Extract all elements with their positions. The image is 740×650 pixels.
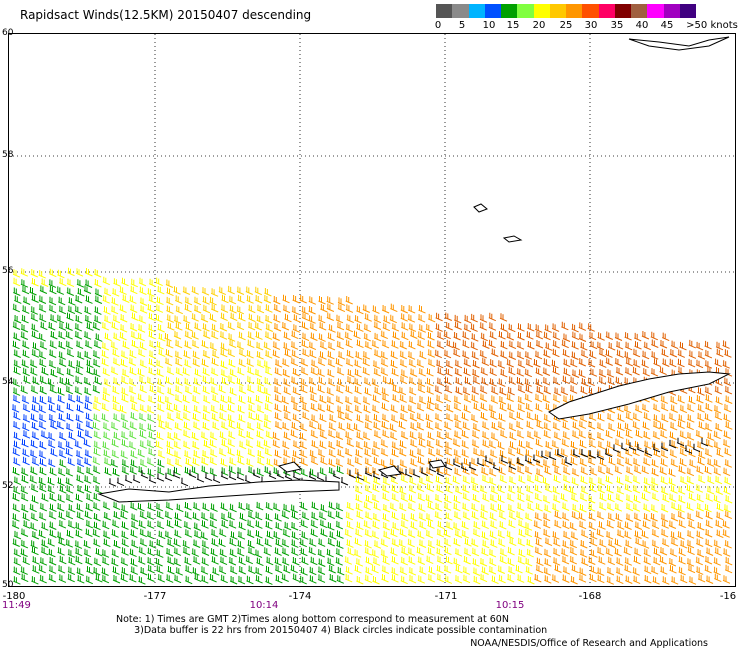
colorbar-label: 15 — [506, 20, 520, 31]
colorbar-swatch — [647, 4, 664, 18]
colorbar-label: 35 — [610, 20, 624, 31]
colorbar-swatch — [598, 4, 615, 18]
colorbar-swatch — [468, 4, 485, 18]
colorbar-swatch — [663, 4, 680, 18]
lon-label: -168 — [578, 591, 602, 602]
lat-label: 60 — [2, 28, 14, 38]
lat-label: 56 — [2, 266, 14, 276]
colorbar-swatch — [614, 4, 631, 18]
colorbar-label: 0 — [434, 20, 442, 31]
colorbar-swatch — [501, 4, 518, 18]
colorbar-swatch — [517, 4, 534, 18]
lat-label: 58 — [2, 150, 14, 160]
colorbar-label: 5 — [458, 20, 466, 31]
lon-label: -174 — [288, 591, 312, 602]
colorbar-label: 30 — [584, 20, 598, 31]
colorbar-label: >50 knots — [686, 20, 738, 31]
colorbar-swatch — [549, 4, 566, 18]
lon-label: -177 — [143, 591, 167, 602]
colorbar-swatch — [452, 4, 469, 18]
coastline — [97, 36, 731, 503]
credit-text: NOAA/NESDIS/Office of Research and Appli… — [470, 638, 708, 649]
colorbar-swatch — [566, 4, 583, 18]
wind-barbs — [11, 267, 733, 585]
time-label-start: 11:49 — [2, 600, 31, 611]
notes-text: Note: 1) Times are GMT 2)Times along bot… — [116, 614, 548, 636]
colorbar-label: 20 — [532, 20, 546, 31]
colorbar-labels: 0 5 10 15 20 25 30 35 40 45 >50 knots — [0, 20, 740, 34]
colorbar-label: 45 — [660, 20, 674, 31]
colorbar-swatch — [533, 4, 550, 18]
wind-map[interactable] — [8, 33, 736, 587]
lon-label: -16 — [719, 591, 737, 602]
colorbar-label: 40 — [635, 20, 649, 31]
time-label: 10:14 — [249, 600, 279, 611]
colorbar-swatch — [436, 4, 453, 18]
colorbar-swatch — [484, 4, 501, 18]
colorbar-label: 25 — [559, 20, 573, 31]
lon-label: -171 — [434, 591, 458, 602]
wind-speed-colorbar — [436, 4, 696, 18]
lat-label: 50 — [2, 580, 14, 590]
wind-map-svg — [9, 34, 735, 586]
lon-label: -180 — [2, 591, 26, 602]
colorbar-swatch — [679, 4, 696, 18]
lat-label: 54 — [2, 377, 14, 387]
colorbar-label: 10 — [482, 20, 496, 31]
lat-label: 52 — [2, 481, 14, 491]
map-title: Rapidsact Winds(12.5KM) 20150407 descend… — [20, 8, 312, 22]
colorbar-swatch — [582, 4, 599, 18]
time-label: 10:15 — [495, 600, 525, 611]
colorbar-swatch — [631, 4, 648, 18]
